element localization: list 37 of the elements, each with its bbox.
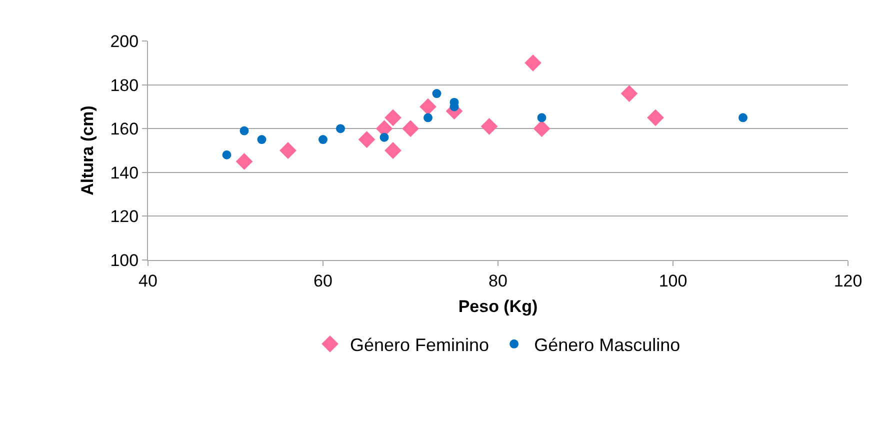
point xyxy=(257,135,266,144)
point xyxy=(402,120,419,138)
x-tick-label: 120 xyxy=(834,271,862,290)
y-tick-label: 160 xyxy=(110,120,139,139)
point xyxy=(647,109,664,126)
x-tick-label: 40 xyxy=(138,271,158,290)
legend-label: Género Feminino xyxy=(350,334,490,355)
y-tick-label: 200 xyxy=(110,32,139,51)
y-tick-label: 140 xyxy=(110,163,139,182)
legend-label: Género Masculino xyxy=(534,334,680,355)
point xyxy=(384,142,402,159)
point xyxy=(358,131,376,148)
point xyxy=(524,54,542,72)
point xyxy=(432,89,442,98)
y-tick-label: 100 xyxy=(110,250,139,270)
point xyxy=(222,150,232,160)
point xyxy=(424,113,432,122)
point xyxy=(336,124,345,134)
point xyxy=(537,113,546,122)
point xyxy=(318,135,328,144)
x-axis-title: Peso (Kg) xyxy=(458,296,538,316)
y-tick-label: 120 xyxy=(110,207,139,226)
point xyxy=(380,132,389,142)
x-tick-label: 100 xyxy=(658,271,688,290)
point xyxy=(620,85,638,102)
y-tick-label: 180 xyxy=(110,76,139,95)
point xyxy=(738,113,748,122)
x-tick-label: 80 xyxy=(488,271,508,290)
y-axis-title: Altura (cm) xyxy=(78,106,97,196)
point xyxy=(236,153,253,170)
point xyxy=(280,142,296,159)
point xyxy=(384,109,402,126)
x-tick-label: 60 xyxy=(314,271,332,290)
point xyxy=(420,98,436,116)
point xyxy=(240,126,249,136)
point xyxy=(533,120,550,138)
point xyxy=(480,118,498,135)
